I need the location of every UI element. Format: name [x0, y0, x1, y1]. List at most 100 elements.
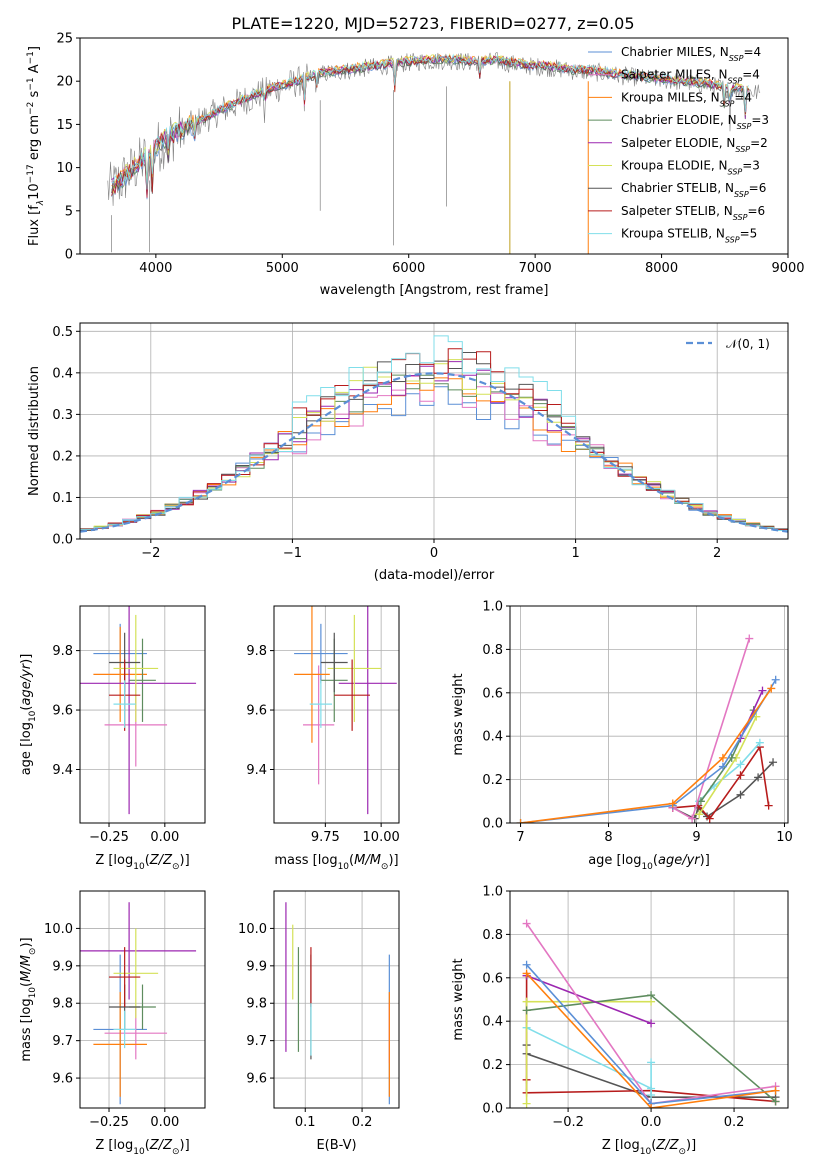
weight-line [520, 679, 777, 823]
weight-marker [745, 634, 754, 643]
x-tick-label: 9 [692, 830, 700, 845]
axes-frame: 7 8 9 10 0.0 0.2 0.4 0.6 0.8 1.0 age [log10(age/yr… [451, 600, 793, 873]
legend-entry: 𝒩(0, 1) [726, 337, 770, 351]
panel-age-vs-mass: 9.75 10.00 9.4 9.6 9.8 mass [log10(M/M⊙)] [246, 605, 400, 872]
weight-marker [522, 969, 531, 978]
x-tick-label: 7000 [519, 261, 552, 276]
y-tick-label: 0.2 [52, 449, 73, 464]
axes-box [79, 890, 206, 1109]
y-tick-label: 9.6 [52, 1072, 73, 1087]
y-tick-label: 0.4 [482, 1015, 503, 1030]
residual-histogram [80, 335, 788, 533]
y-tick-label: 9.7 [246, 1034, 267, 1049]
x-axis-label: mass [log10(M/M⊙)] [274, 853, 398, 872]
y-tick-label: 5 [65, 204, 73, 219]
weight-marker [771, 1086, 780, 1095]
y-tick-label: 20 [56, 75, 73, 90]
panel-spectrum: 4000 5000 6000 7000 8000 9000 0 5 10 15 20 25 Chabri… [26, 32, 805, 299]
x-tick-label: 0.00 [150, 1115, 179, 1130]
plot-area [285, 902, 390, 1105]
spectrum-model-line [111, 56, 750, 191]
x-axis-label: wavelength [Angstrom, rest frame] [320, 283, 549, 298]
y-axis-label: mass weight [451, 673, 466, 755]
weight-marker [718, 753, 727, 762]
y-tick-label: 1.0 [482, 885, 503, 900]
weight-marker [522, 919, 531, 928]
y-tick-label: 10.0 [44, 922, 73, 937]
x-tick-label: 8 [604, 830, 612, 845]
x-tick-label: 10 [776, 830, 793, 845]
x-tick-label: 9.75 [311, 830, 340, 845]
y-tick-label: 0.2 [482, 1058, 503, 1073]
weight-marker [695, 810, 704, 819]
weight-marker [522, 997, 531, 1006]
y-tick-label: 0.0 [482, 817, 503, 832]
x-tick-label: 0.0 [641, 1115, 662, 1130]
axes-box [273, 605, 400, 824]
panel-residuals: −2 −1 0 1 2 0.0 0.1 0.2 0.3 0.4 0.5 𝒩(0, 1) (data-mo… [27, 322, 789, 583]
x-tick-label: 2 [713, 546, 721, 561]
y-tick-label: 1.0 [482, 600, 503, 615]
x-axis-label: E(B-V) [316, 1138, 356, 1153]
weight-marker [767, 684, 776, 693]
plot-area [294, 606, 397, 815]
plot-area [80, 606, 197, 815]
y-tick-label: 0.6 [482, 686, 503, 701]
x-tick-label: −1 [283, 546, 302, 561]
weight-marker [647, 1090, 656, 1099]
x-tick-label: 0.1 [295, 1115, 316, 1130]
axes-frame: 9.75 10.00 9.4 9.6 9.8 mass [log10(M/M⊙)] [246, 605, 400, 872]
weight-marker [668, 799, 677, 808]
axes-frame: 4000 5000 6000 7000 8000 9000 0 5 10 15 20 25 Chabri… [26, 32, 805, 299]
x-tick-label: 5000 [266, 261, 299, 276]
weight-marker [755, 738, 764, 747]
weight-line [526, 1026, 652, 1095]
weight-marker [522, 960, 531, 969]
y-tick-label: 9.8 [246, 997, 267, 1012]
y-tick-label: 9.8 [246, 644, 267, 659]
panel-weight-vs-z: −0.2 0.0 0.2 0.0 0.2 0.4 0.6 0.8 1.0 Z [log10(Z/Z… [451, 885, 789, 1157]
axes-frame: −0.2 0.0 0.2 0.0 0.2 0.4 0.6 0.8 1.0 Z [log10(Z/Z… [451, 885, 789, 1157]
y-tick-label: 0 [65, 248, 73, 263]
y-tick-label: 0.8 [482, 928, 503, 943]
spectrum-model-line [111, 55, 749, 194]
weight-marker [764, 801, 773, 810]
weight-line [520, 688, 772, 823]
weight-marker [718, 762, 727, 771]
legend-entry: Chabrier STELIB, NSSP=6 [621, 181, 766, 199]
panel-weight-vs-age: 7 8 9 10 0.0 0.2 0.4 0.6 0.8 1.0 age [log10(age/yr… [451, 600, 793, 873]
weight-marker [647, 991, 656, 1000]
legend-entry: Salpeter STELIB, NSSP=6 [621, 204, 765, 222]
y-tick-label: 0.8 [482, 643, 503, 658]
normal-curve [80, 372, 788, 533]
x-axis-label: Z [log10(Z/Z⊙)] [602, 1138, 696, 1157]
y-tick-label: 0.0 [52, 533, 73, 548]
weight-marker [705, 814, 714, 823]
y-axis-label: Normed distribution [27, 366, 42, 496]
plot-area [516, 634, 780, 823]
legend-entry: Salpeter ELODIE, NSSP=2 [621, 136, 768, 154]
weight-marker [516, 819, 525, 823]
plot-area [80, 335, 788, 533]
x-tick-label: 4000 [139, 261, 172, 276]
y-tick-label: 0.4 [52, 366, 73, 381]
x-axis-label: Z [log10(Z/Z⊙)] [95, 853, 189, 872]
x-axis-label: age [log10(age/yr)] [588, 853, 710, 872]
x-tick-label: 8000 [645, 261, 678, 276]
y-tick-label: 0.0 [482, 1102, 503, 1117]
axes-box [273, 890, 400, 1109]
weight-marker [647, 1058, 656, 1067]
weight-marker [754, 773, 763, 782]
plot-area [522, 919, 780, 1108]
plot-area [107, 52, 761, 254]
legend: 𝒩(0, 1) [686, 337, 770, 351]
figure-title: PLATE=1220, MJD=52723, FIBERID=0277, z=0… [231, 14, 634, 33]
y-tick-label: 9.8 [52, 644, 73, 659]
x-axis-label: (data-model)/error [374, 568, 495, 583]
axes-box [509, 605, 789, 824]
y-tick-label: 9.8 [52, 997, 73, 1012]
axes-box [509, 890, 789, 1109]
y-tick-label: 9.6 [246, 704, 267, 719]
weight-marker [736, 771, 745, 780]
weight-marker [769, 758, 778, 767]
